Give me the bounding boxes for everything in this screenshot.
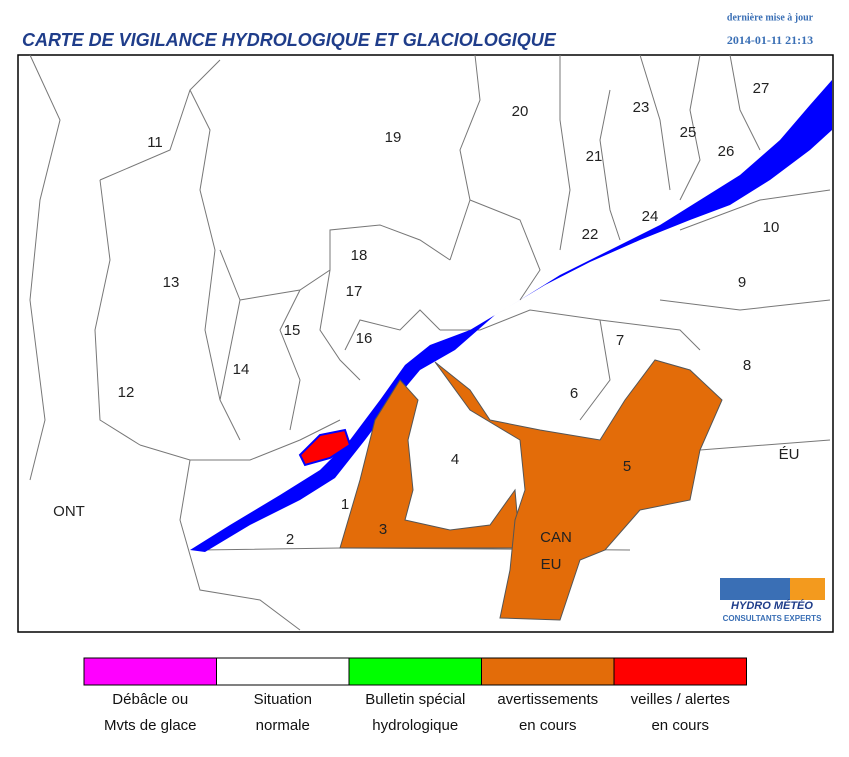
region-label: 8 (743, 357, 751, 374)
region-label: 3 (379, 521, 387, 538)
region-label: 1 (341, 496, 349, 513)
legend-label: Mvts de glace (104, 717, 197, 734)
legend-label: Débâcle ou (112, 691, 188, 708)
logo: HYDRO MÉTÉO CONSULTANTS EXPERTS (720, 578, 825, 623)
region-label: 20 (512, 103, 529, 120)
legend-label: en cours (519, 717, 577, 734)
region-label: 4 (451, 451, 459, 468)
legend-swatch (348, 657, 482, 686)
region-label: 2 (286, 531, 294, 548)
region-label: 25 (680, 124, 697, 141)
legend-label: Situation (254, 691, 312, 708)
legend-swatch (83, 657, 217, 686)
legend-swatch (216, 657, 350, 686)
region-label: 11 (147, 134, 163, 151)
legend-label: en cours (651, 717, 709, 734)
logo-mark (790, 578, 825, 600)
legend-swatch (613, 657, 747, 686)
region-label: 21 (586, 148, 603, 165)
region-label: 15 (284, 322, 301, 339)
region-label: 5 (623, 458, 631, 475)
region-label: 6 (570, 385, 578, 402)
alert-zone (298, 428, 352, 467)
legend-label: normale (256, 717, 310, 734)
region-label: 10 (763, 219, 780, 236)
region-labels: 11 19 20 23 27 25 26 21 24 22 10 18 13 1… (53, 80, 799, 573)
place-label: EU (541, 556, 562, 573)
region-label: 9 (738, 274, 746, 291)
warning-zone-3 (339, 379, 521, 549)
update-label: dernière mise à jour (727, 12, 814, 23)
region-label: 18 (351, 247, 368, 264)
region-label: 16 (356, 330, 373, 347)
legend-label: hydrologique (372, 717, 458, 734)
update-time: 2014-01-11 21:13 (727, 33, 813, 47)
region-label: 19 (385, 129, 402, 146)
warning-zone-5 (434, 359, 723, 621)
region-label: 17 (346, 283, 363, 300)
region-label: 14 (233, 361, 250, 378)
legend-label: veilles / alertes (631, 691, 730, 708)
place-label: CAN (540, 529, 572, 546)
place-label: ÉU (779, 446, 800, 463)
title: CARTE DE VIGILANCE HYDROLOGIQUE ET GLACI… (22, 30, 557, 50)
region-label: 13 (163, 274, 180, 291)
legend: Débâcle ou Mvts de glace Situation normale B… (83, 657, 747, 734)
region-label: 24 (642, 208, 659, 225)
region-label: 27 (753, 80, 770, 97)
map: 11 19 20 23 27 25 26 21 24 22 10 18 13 1… (17, 54, 834, 633)
legend-label: Bulletin spécial (365, 691, 465, 708)
logo-tagline: CONSULTANTS EXPERTS (723, 614, 822, 623)
region-label: 22 (582, 226, 599, 243)
region-label: 23 (633, 99, 650, 116)
region-label: 7 (616, 332, 624, 349)
logo-name: HYDRO MÉTÉO (731, 599, 813, 612)
region-label: 12 (118, 384, 135, 401)
legend-label: avertissements (497, 691, 598, 708)
legend-swatch (481, 657, 615, 686)
place-label: ONT (53, 503, 85, 520)
region-label: 26 (718, 143, 735, 160)
